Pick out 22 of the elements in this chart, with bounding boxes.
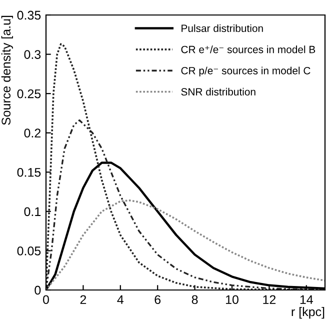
x-tick-label: 6 xyxy=(154,295,161,304)
legend-label: SNR distribution xyxy=(181,88,256,96)
x-tick-label: 8 xyxy=(192,295,198,304)
y-tick-label: 0.05 xyxy=(17,246,41,256)
x-tick-label: 4 xyxy=(117,295,124,304)
x-axis-title: r [kpc] xyxy=(292,307,324,319)
y-tick-label: 0.35 xyxy=(17,10,41,20)
x-tick-label: 2 xyxy=(80,295,86,304)
y-tick-label: 0.2 xyxy=(24,128,41,138)
y-tick-label: 0 xyxy=(34,286,41,295)
y-tick-label: 0.15 xyxy=(17,168,41,177)
legend-label: CR e⁺/e⁻ sources in model B xyxy=(181,46,316,54)
legend-label: Pulsar distribution xyxy=(182,24,263,32)
x-tick-label: 14 xyxy=(300,295,313,304)
y-axis-title: Source density [a.u] xyxy=(1,16,13,125)
x-tick-label: 0 xyxy=(43,295,49,304)
x-tick-label: 12 xyxy=(263,295,276,304)
legend-label: CR p/e⁻ sources in model C xyxy=(181,66,310,76)
y-tick-label: 0.3 xyxy=(24,50,41,59)
y-tick-label: 0.1 xyxy=(24,207,41,216)
y-tick-label: 0.25 xyxy=(17,89,41,98)
x-tick-label: 10 xyxy=(226,295,238,304)
